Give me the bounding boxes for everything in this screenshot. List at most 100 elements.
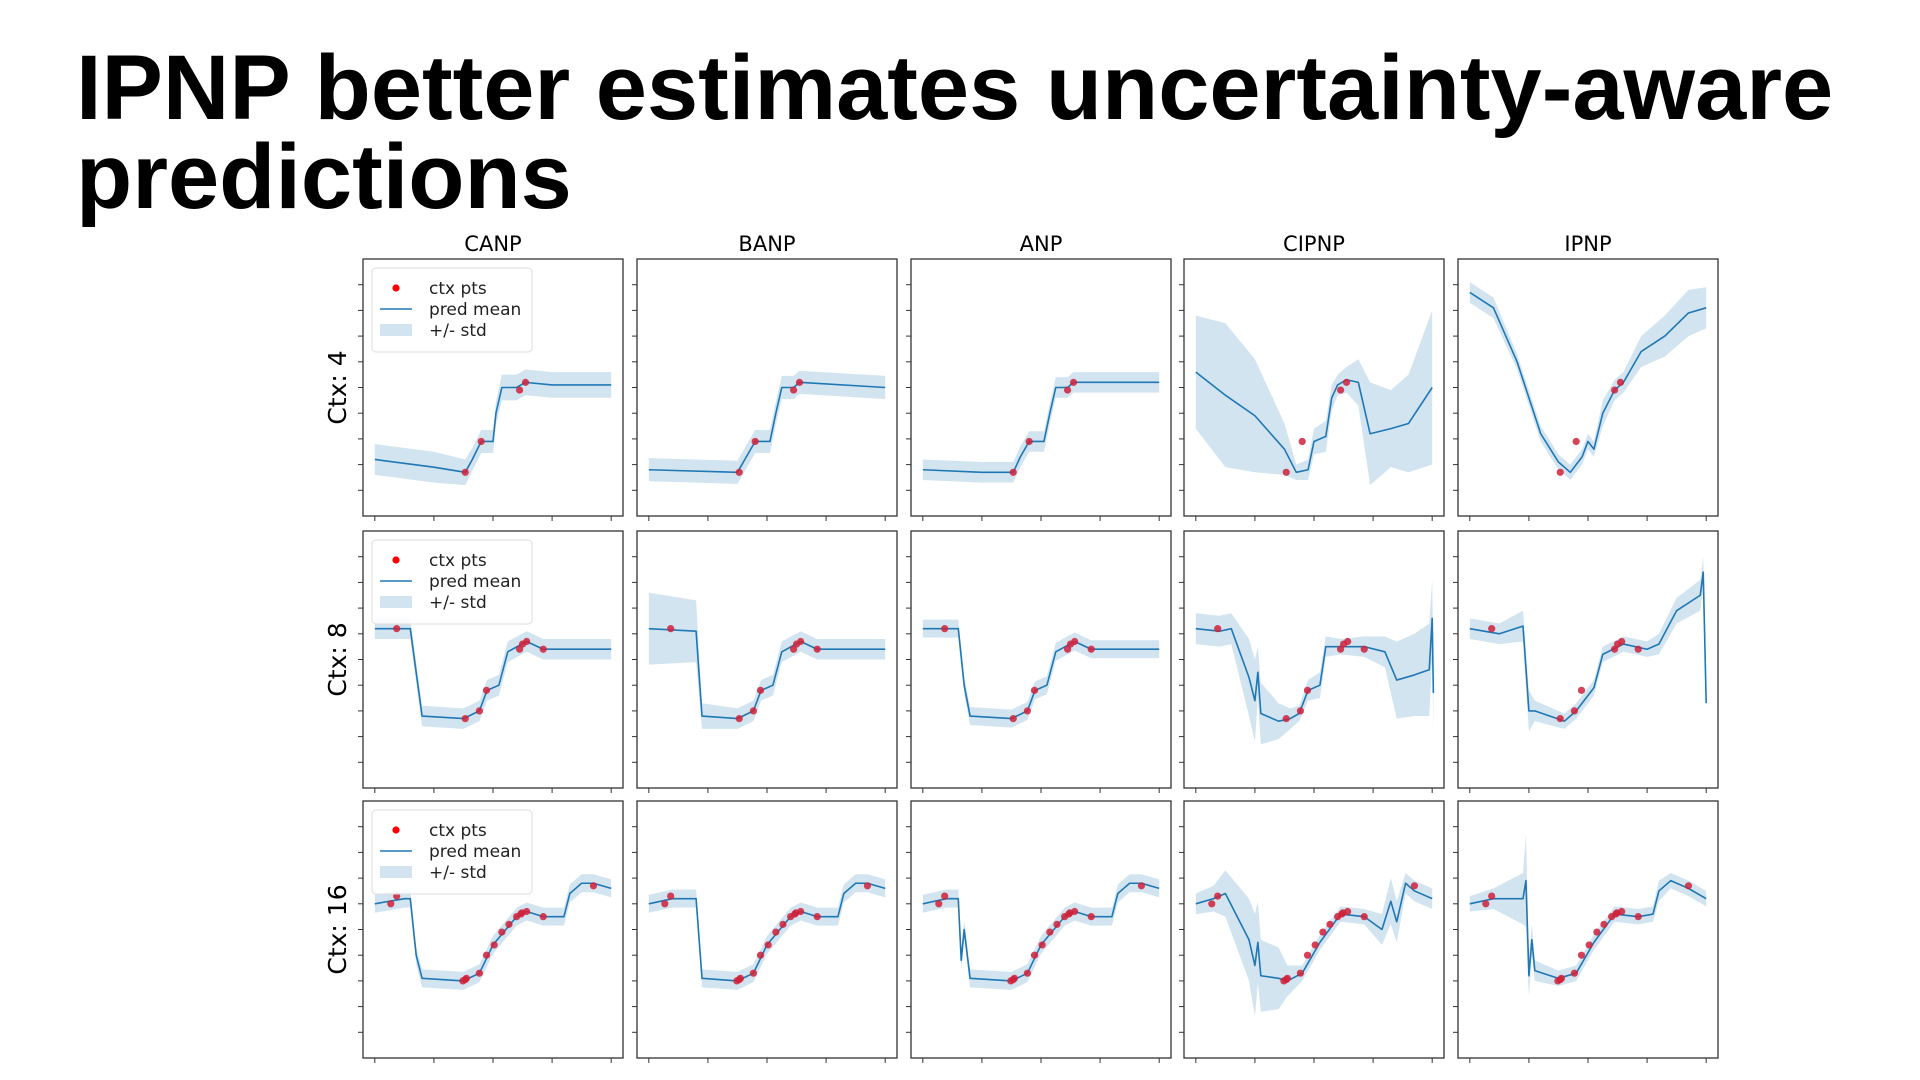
ctx-point xyxy=(461,468,469,476)
panel-plot-area xyxy=(648,592,886,729)
panel-plot-area xyxy=(1195,870,1433,1017)
panel-cipnp-ctx16 xyxy=(1179,800,1445,1063)
ctx-point xyxy=(1319,928,1327,936)
ctx-point xyxy=(735,468,743,476)
ctx-point xyxy=(1684,882,1693,890)
ctx-point xyxy=(1616,378,1625,386)
ctx-point xyxy=(1296,969,1305,977)
mean-line xyxy=(1469,571,1707,722)
ctx-point xyxy=(482,686,491,694)
ctx-point xyxy=(1570,707,1579,715)
ctx-point xyxy=(1208,900,1216,908)
ctx-point xyxy=(941,892,949,900)
ctx-point xyxy=(1303,951,1312,959)
ctx-point xyxy=(477,437,485,446)
panel-cipnp-ctx4 xyxy=(1179,258,1445,521)
panel-plot-area xyxy=(374,874,612,990)
ctx-point xyxy=(1570,969,1579,977)
ctx-point xyxy=(515,386,524,394)
panel-plot-area xyxy=(1469,556,1707,732)
legend-box xyxy=(371,539,533,625)
panel-ipnp-ctx16 xyxy=(1453,800,1719,1063)
panel-banp-ctx8 xyxy=(632,530,898,793)
std-band xyxy=(922,619,1160,728)
ctx-point xyxy=(1038,941,1046,949)
row-label: Ctx: 16 xyxy=(323,884,352,974)
std-band xyxy=(1195,310,1433,486)
ctx-point xyxy=(1618,907,1626,916)
ctx-point xyxy=(1030,686,1039,694)
ctx-point xyxy=(589,882,598,890)
legend-label: pred mean xyxy=(429,572,521,592)
legend-ctx-marker xyxy=(392,284,400,292)
ctx-point xyxy=(1326,920,1334,928)
ctx-point xyxy=(1634,645,1642,653)
column-title-ipnp: IPNP xyxy=(1564,232,1611,256)
panel-frame xyxy=(910,800,1172,1059)
panel-canp-ctx4 xyxy=(358,258,624,521)
legend-std-marker xyxy=(380,596,412,608)
column-title-banp: BANP xyxy=(738,232,795,256)
panel-frame xyxy=(1457,530,1719,789)
ctx-point xyxy=(521,378,530,386)
ctx-point xyxy=(756,686,765,694)
ctx-point xyxy=(1360,645,1368,653)
ctx-point xyxy=(941,625,949,633)
ctx-point xyxy=(1296,707,1305,715)
legend-label: ctx pts xyxy=(429,821,487,841)
ctx-point xyxy=(789,386,798,394)
legend-box xyxy=(371,267,533,353)
std-band xyxy=(922,874,1160,990)
ctx-point xyxy=(387,900,395,908)
column-title-canp: CANP xyxy=(464,232,521,256)
ctx-point xyxy=(1283,974,1292,982)
ctx-point xyxy=(813,645,821,653)
panel-frame xyxy=(1183,800,1445,1059)
ctx-point xyxy=(735,715,743,723)
std-band xyxy=(374,618,612,729)
legend-label: +/- std xyxy=(429,593,487,613)
std-band xyxy=(1469,282,1707,481)
column-title-anp: ANP xyxy=(1020,232,1063,256)
ctx-point xyxy=(1634,913,1642,921)
row-label: Ctx: 4 xyxy=(323,350,352,424)
ctx-point xyxy=(1610,386,1619,394)
std-band xyxy=(922,372,1160,483)
ctx-point xyxy=(813,913,821,921)
ctx-point xyxy=(756,951,765,959)
ctx-point xyxy=(505,920,513,928)
ctx-point xyxy=(1282,468,1290,476)
ctx-point xyxy=(1087,645,1095,653)
ctx-point xyxy=(539,645,547,653)
ctx-point xyxy=(1087,913,1095,921)
panel-ipnp-ctx8 xyxy=(1453,530,1719,793)
ctx-point xyxy=(1009,715,1017,723)
ctx-point xyxy=(1577,686,1586,694)
legend-label: +/- std xyxy=(429,321,487,341)
ctx-point xyxy=(749,707,758,715)
panel-plot-area xyxy=(1195,579,1435,745)
panel-frame xyxy=(1457,800,1719,1059)
panel-frame xyxy=(1457,258,1719,517)
ctx-point xyxy=(1053,920,1061,928)
ctx-point xyxy=(795,378,804,386)
panel-anp-ctx4 xyxy=(906,258,1172,521)
panel-cipnp-ctx8 xyxy=(1179,530,1445,793)
legend-label: +/- std xyxy=(429,863,487,883)
ctx-point xyxy=(1556,468,1564,476)
ctx-point xyxy=(736,974,745,982)
mean-line xyxy=(648,882,886,982)
panel-plot-area xyxy=(922,874,1160,990)
ctx-point xyxy=(1311,941,1319,949)
ctx-point xyxy=(1344,907,1352,916)
mean-line xyxy=(922,381,1160,474)
panel-anp-ctx16 xyxy=(906,800,1172,1063)
std-band xyxy=(1195,579,1434,745)
column-title-cipnp: CIPNP xyxy=(1283,232,1345,256)
panel-plot-area xyxy=(1195,310,1433,486)
mean-line xyxy=(1469,291,1707,474)
ctx-point xyxy=(661,900,669,908)
panel-ipnp-ctx4 xyxy=(1453,258,1719,521)
